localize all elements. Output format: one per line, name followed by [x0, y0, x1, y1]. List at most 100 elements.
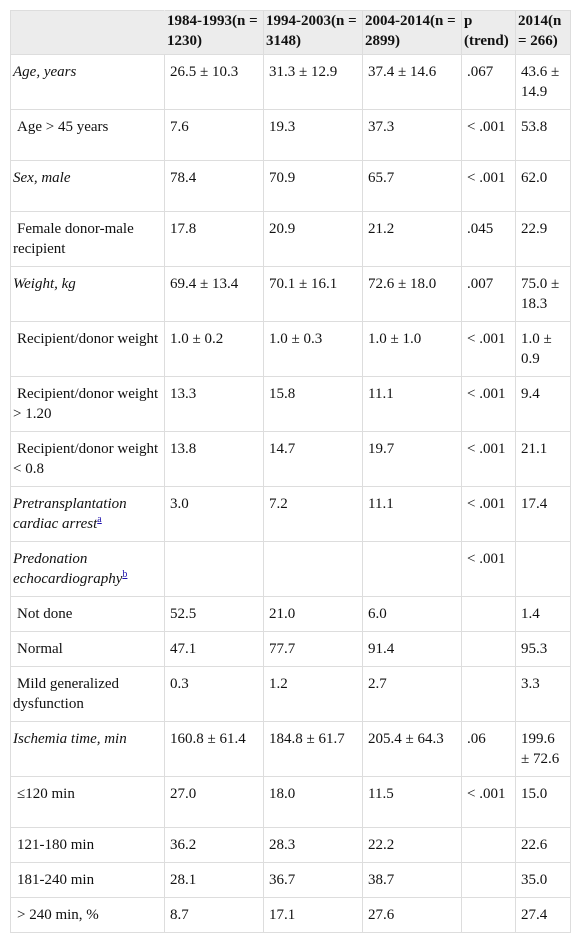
- table-row: Ischemia time, min 160.8 ± 61.4 184.8 ± …: [10, 721, 571, 777]
- row-label: Weight, kg: [10, 266, 165, 322]
- cell-1984-1993: 69.4 ± 13.4: [164, 266, 264, 322]
- cell-1994-2003: 28.3: [263, 827, 363, 863]
- header-cell-2014: 2014(n = 266): [515, 10, 571, 55]
- cell-2014: 27.4: [515, 897, 571, 933]
- footnote-link[interactable]: a: [97, 514, 102, 525]
- cell-1994-2003: 36.7: [263, 862, 363, 898]
- cell-2014: 95.3: [515, 631, 571, 667]
- cell-p-trend: < .001: [461, 160, 516, 212]
- cell-p-trend: .007: [461, 266, 516, 322]
- cell-1984-1993: 7.6: [164, 109, 264, 161]
- table-row: Mild generalized dysfunction 0.3 1.2 2.7…: [10, 666, 571, 722]
- table-row: Pretransplantation cardiac arresta 3.0 7…: [10, 486, 571, 542]
- table-header: 1984-1993(n = 1230) 1994-2003(n = 3148) …: [10, 10, 571, 55]
- row-label: ≤120 min: [10, 776, 165, 828]
- table-row: Weight, kg 69.4 ± 13.4 70.1 ± 16.1 72.6 …: [10, 266, 571, 322]
- cell-p-trend: < .001: [461, 486, 516, 542]
- row-label: Age > 45 years: [10, 109, 165, 161]
- cell-1994-2003: 14.7: [263, 431, 363, 487]
- row-label-text: Mild generalized dysfunction: [13, 676, 120, 712]
- cell-1994-2003: 18.0: [263, 776, 363, 828]
- header-row: 1984-1993(n = 1230) 1994-2003(n = 3148) …: [10, 10, 571, 55]
- cell-2014: 53.8: [515, 109, 571, 161]
- row-label-text: Recipient/donor weight < 0.8: [13, 441, 159, 477]
- row-label: Predonation echocardiographyb: [10, 541, 165, 597]
- cell-p-trend: [461, 666, 516, 722]
- cell-1994-2003: 7.2: [263, 486, 363, 542]
- row-label: > 240 min, %: [10, 897, 165, 933]
- cell-2004-2014: 19.7: [362, 431, 462, 487]
- cell-1994-2003: 31.3 ± 12.9: [263, 54, 363, 110]
- cell-1984-1993: 1.0 ± 0.2: [164, 321, 264, 377]
- cell-2014: 9.4: [515, 376, 571, 432]
- row-label: Normal: [10, 631, 165, 667]
- cell-p-trend: < .001: [461, 109, 516, 161]
- row-label-text: Female donor-male recipient: [13, 221, 134, 257]
- table-row: Normal 47.1 77.7 91.4 95.3: [10, 631, 571, 667]
- cell-2004-2014: 38.7: [362, 862, 462, 898]
- cell-1994-2003: 70.1 ± 16.1: [263, 266, 363, 322]
- row-label: 181-240 min: [10, 862, 165, 898]
- cell-2004-2014: 37.3: [362, 109, 462, 161]
- cell-1984-1993: 52.5: [164, 596, 264, 632]
- cell-1984-1993: 8.7: [164, 897, 264, 933]
- table-row: 181-240 min 28.1 36.7 38.7 35.0: [10, 862, 571, 898]
- table-row: ≤120 min 27.0 18.0 11.5 < .001 15.0: [10, 776, 571, 828]
- row-label: Mild generalized dysfunction: [10, 666, 165, 722]
- cell-2004-2014: 21.2: [362, 211, 462, 267]
- row-label-text: Recipient/donor weight > 1.20: [13, 386, 159, 422]
- cell-p-trend: < .001: [461, 431, 516, 487]
- header-cell-period-2004-2014: 2004-2014(n = 2899): [362, 10, 462, 55]
- row-label-text: Recipient/donor weight: [17, 331, 159, 347]
- cell-2014: 15.0: [515, 776, 571, 828]
- row-label-text: Not done: [17, 606, 73, 622]
- footnote-link[interactable]: b: [122, 569, 128, 580]
- cell-2004-2014: 91.4: [362, 631, 462, 667]
- row-label: Age, years: [10, 54, 165, 110]
- cell-2004-2014: 22.2: [362, 827, 462, 863]
- row-label-text: Normal: [17, 641, 63, 657]
- cell-p-trend: [461, 862, 516, 898]
- row-label-text: > 240 min, %: [17, 907, 99, 923]
- cell-1994-2003: 70.9: [263, 160, 363, 212]
- table-row: Sex, male 78.4 70.9 65.7 < .001 62.0: [10, 160, 571, 212]
- table-row: Female donor-male recipient 17.8 20.9 21…: [10, 211, 571, 267]
- header-cell-period-1984-1993: 1984-1993(n = 1230): [164, 10, 264, 55]
- cell-2014: 199.6 ± 72.6: [515, 721, 571, 777]
- cell-2004-2014: 11.1: [362, 376, 462, 432]
- cell-2004-2014: 1.0 ± 1.0: [362, 321, 462, 377]
- data-table: 1984-1993(n = 1230) 1994-2003(n = 3148) …: [10, 10, 571, 933]
- cell-2004-2014: 6.0: [362, 596, 462, 632]
- cell-p-trend: < .001: [461, 541, 516, 597]
- cell-1984-1993: 27.0: [164, 776, 264, 828]
- cell-2004-2014: 65.7: [362, 160, 462, 212]
- cell-1994-2003: [263, 541, 363, 597]
- cell-p-trend: < .001: [461, 776, 516, 828]
- cell-1984-1993: 3.0: [164, 486, 264, 542]
- row-label: Sex, male: [10, 160, 165, 212]
- cell-p-trend: [461, 631, 516, 667]
- row-label-text: 121-180 min: [17, 837, 95, 853]
- cell-2014: 22.9: [515, 211, 571, 267]
- row-label-text: Pretransplantation cardiac arrest: [13, 496, 127, 532]
- table-row: 121-180 min 36.2 28.3 22.2 22.6: [10, 827, 571, 863]
- header-cell-blank: [10, 10, 165, 55]
- cell-2014: 35.0: [515, 862, 571, 898]
- cell-2004-2014: 72.6 ± 18.0: [362, 266, 462, 322]
- cell-1984-1993: 13.8: [164, 431, 264, 487]
- cell-1984-1993: 26.5 ± 10.3: [164, 54, 264, 110]
- cell-1994-2003: 1.2: [263, 666, 363, 722]
- cell-p-trend: .067: [461, 54, 516, 110]
- cell-1984-1993: 47.1: [164, 631, 264, 667]
- cell-p-trend: [461, 897, 516, 933]
- cell-p-trend: [461, 827, 516, 863]
- cell-2004-2014: [362, 541, 462, 597]
- cell-2014: 43.6 ± 14.9: [515, 54, 571, 110]
- cell-2014: 21.1: [515, 431, 571, 487]
- row-label: Pretransplantation cardiac arresta: [10, 486, 165, 542]
- row-label: 121-180 min: [10, 827, 165, 863]
- table-row: Age > 45 years 7.6 19.3 37.3 < .001 53.8: [10, 109, 571, 161]
- header-cell-p-trend: p (trend): [461, 10, 516, 55]
- cell-1994-2003: 184.8 ± 61.7: [263, 721, 363, 777]
- cell-p-trend: < .001: [461, 321, 516, 377]
